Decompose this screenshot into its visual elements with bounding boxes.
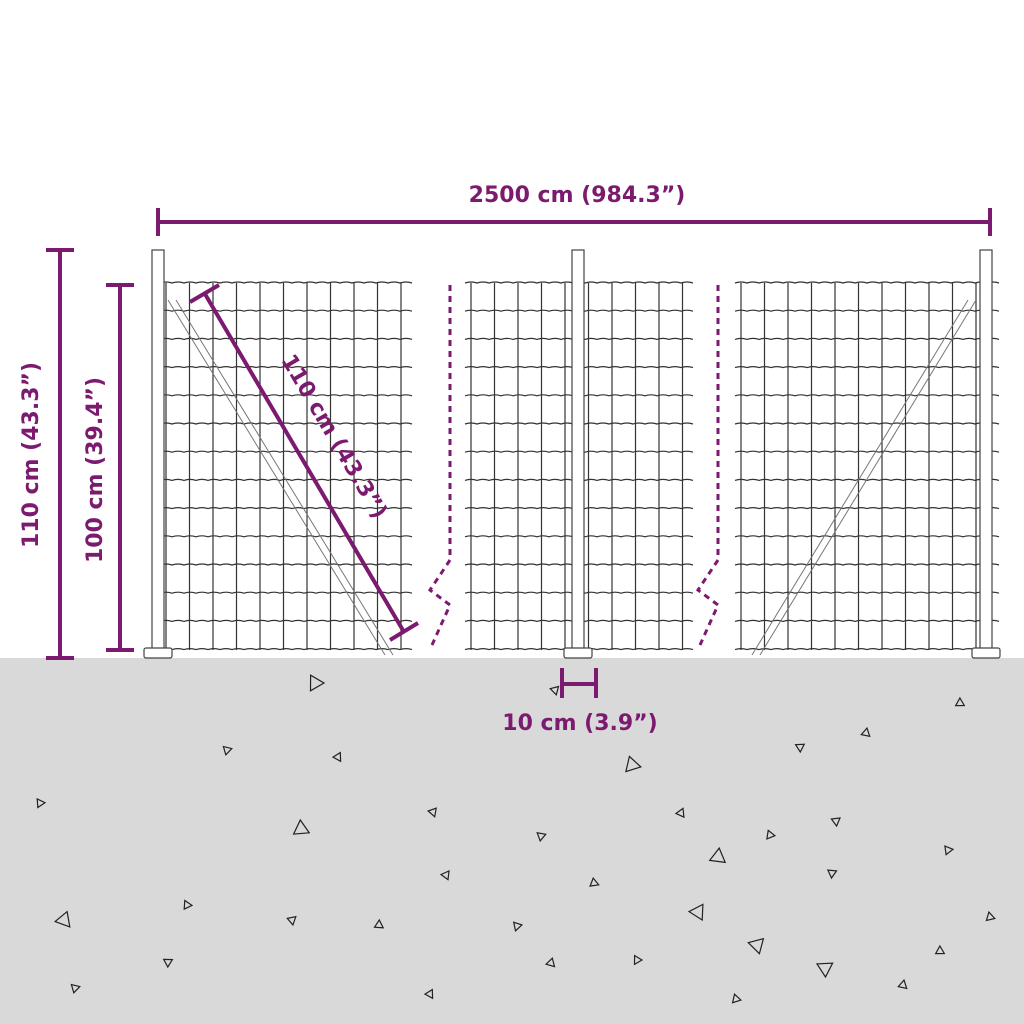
horizontal-wire [734,309,1000,312]
post-length-dimension-line [188,283,420,642]
dimension-lines [46,208,992,698]
horizontal-wire [159,563,413,566]
gravel-triangle [826,869,838,880]
horizontal-wire [159,281,413,284]
horizontal-wire [734,422,1000,425]
mesh-panel [734,281,1000,651]
gravel-triangle [794,743,806,754]
horizontal-wire [159,394,413,397]
gravel-triangles [36,674,996,1004]
gravel-triangle [53,910,71,928]
mesh-height-label: 100 cm (39.4”) [83,377,108,563]
left-brace [167,299,394,656]
horizontal-wire [734,648,1000,651]
horizontal-wire [159,366,413,369]
base-spacing-label: 10 cm (3.9”) [502,711,657,736]
horizontal-wire [159,309,413,312]
gravel-triangle [687,903,704,922]
total-length-label: 2500 cm (984.3”) [469,183,686,208]
gravel-triangle [162,958,174,969]
mesh-panel [159,281,413,651]
post [571,249,585,651]
gravel-triangle [544,957,556,968]
gravel-triangle [439,870,450,881]
gravel-triangle [766,829,777,840]
gravel-triangle [985,910,996,922]
gravel-triangle [36,797,47,809]
horizontal-wire [734,563,1000,566]
length-dimension-line [156,208,992,236]
gravel-triangle [625,755,642,773]
post-length-label: 110 cm (43.3”) [276,350,392,523]
brace-struts [167,299,977,656]
total-height-label: 110 cm (43.3”) [19,362,44,548]
post-base-plate [143,647,173,659]
right-brace [751,299,977,656]
gravel-triangle [286,915,297,927]
horizontal-wire [159,591,413,594]
gravel-triangle [747,937,765,955]
horizontal-wire [734,591,1000,594]
fence-panels [143,249,1001,659]
mesh-panel [464,281,694,651]
fence-post [563,249,593,659]
gravel-triangle [815,962,834,979]
horizontal-wire [734,507,1000,510]
mesh-height-dimension-line [106,283,134,652]
horizontal-wire [159,450,413,453]
horizontal-wire [734,366,1000,369]
gravel-triangle [331,751,342,763]
horizontal-wire [734,535,1000,538]
total-height-dimension-line [46,248,74,660]
horizontal-wire [734,337,1000,341]
horizontal-wire [734,478,1000,482]
gravel-triangle [292,818,311,835]
horizontal-wire [734,281,1000,284]
horizontal-wire [159,648,413,651]
gravel-triangle [954,696,966,707]
post [151,249,165,651]
post [979,249,993,651]
gravel-triangle [897,978,908,990]
gravel-triangle [944,845,955,856]
post-base-plate [563,647,593,659]
horizontal-wire [734,619,1000,623]
gravel-triangle [549,685,560,696]
horizontal-wire [734,450,1000,453]
gravel-triangle [512,921,524,932]
horizontal-wire [159,619,413,623]
gravel-triangle [589,876,600,887]
gravel-triangle [708,846,727,864]
gravel-triangle [731,993,743,1004]
gravel-triangle [309,674,326,692]
post-base-plate [971,647,1001,659]
horizontal-wire [159,422,413,425]
gravel-triangle [423,988,434,1000]
fence-post [971,249,1001,659]
horizontal-wire [159,507,413,510]
gravel-triangle [183,899,194,911]
horizontal-wire [734,394,1000,397]
base-dimension-line [560,668,598,698]
gravel-triangle [536,832,547,843]
break-line-1 [427,285,452,646]
horizontal-wire [159,535,413,538]
break-line-2 [695,285,720,646]
horizontal-wire [159,337,413,341]
gravel-triangle [860,726,871,738]
gravel-triangle [830,817,841,828]
gravel-triangle [373,918,385,929]
gravel-triangle [934,944,946,955]
gravel-triangle [70,983,81,994]
gravel-triangle [674,807,685,819]
fence-post [143,249,173,659]
gravel-triangle [426,807,437,818]
gravel-triangle [222,745,233,756]
gravel-triangle [633,954,644,966]
